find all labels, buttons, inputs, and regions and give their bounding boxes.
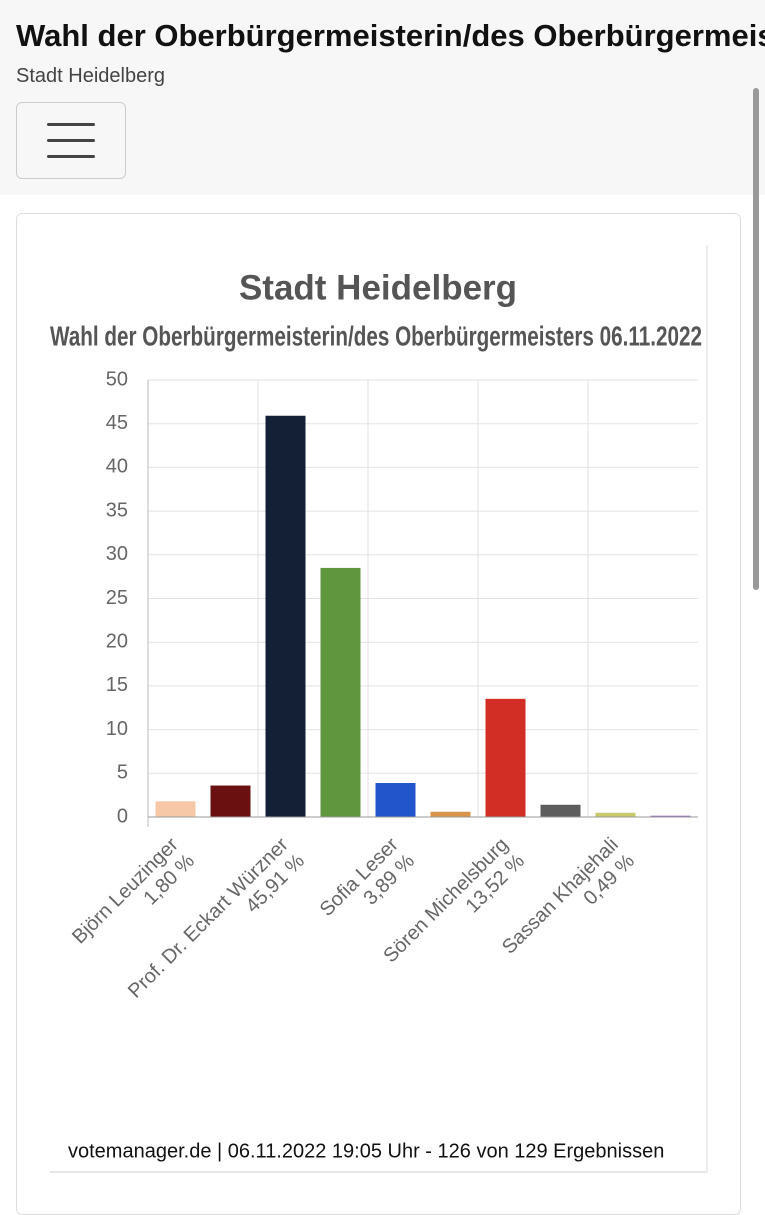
footer-text: votemanager.de | 06.11.2022 19:05 Uhr - … xyxy=(68,1140,664,1162)
y-tick-label: 5 xyxy=(117,762,128,784)
page-title: Wahl der Oberbürgermeisterin/des Oberbür… xyxy=(16,18,765,53)
bar xyxy=(210,785,251,817)
bar xyxy=(155,801,196,817)
y-tick-label: 0 xyxy=(117,805,128,827)
page-subtitle: Stadt Heidelberg xyxy=(16,65,165,87)
y-tick-label: 30 xyxy=(106,543,128,565)
bar xyxy=(375,783,416,817)
bar xyxy=(265,415,306,817)
menu-icon-bar xyxy=(47,155,95,158)
y-tick-label: 15 xyxy=(106,674,128,696)
y-tick-label: 25 xyxy=(106,587,128,609)
y-tick-label: 45 xyxy=(106,412,128,434)
bar xyxy=(595,812,636,817)
menu-icon-bar xyxy=(47,139,95,142)
y-tick-label: 10 xyxy=(106,718,128,740)
chart-title: Stadt Heidelberg xyxy=(239,268,517,307)
y-tick-label: 35 xyxy=(106,499,128,521)
bar xyxy=(320,567,361,817)
y-tick-label: 50 xyxy=(106,368,128,390)
bar xyxy=(540,804,581,817)
chart-subtitle: Wahl der Oberbürgermeisterin/des Oberbür… xyxy=(50,320,702,351)
y-tick-label: 40 xyxy=(106,456,128,478)
bar xyxy=(430,811,471,817)
scrollbar xyxy=(753,88,759,590)
bar xyxy=(650,815,691,818)
y-tick-label: 20 xyxy=(106,630,128,652)
header: Wahl der Oberbürgermeisterin/des Oberbür… xyxy=(0,0,765,195)
bar xyxy=(485,698,526,817)
menu-button[interactable] xyxy=(16,102,126,179)
menu-icon-bar xyxy=(47,123,95,126)
